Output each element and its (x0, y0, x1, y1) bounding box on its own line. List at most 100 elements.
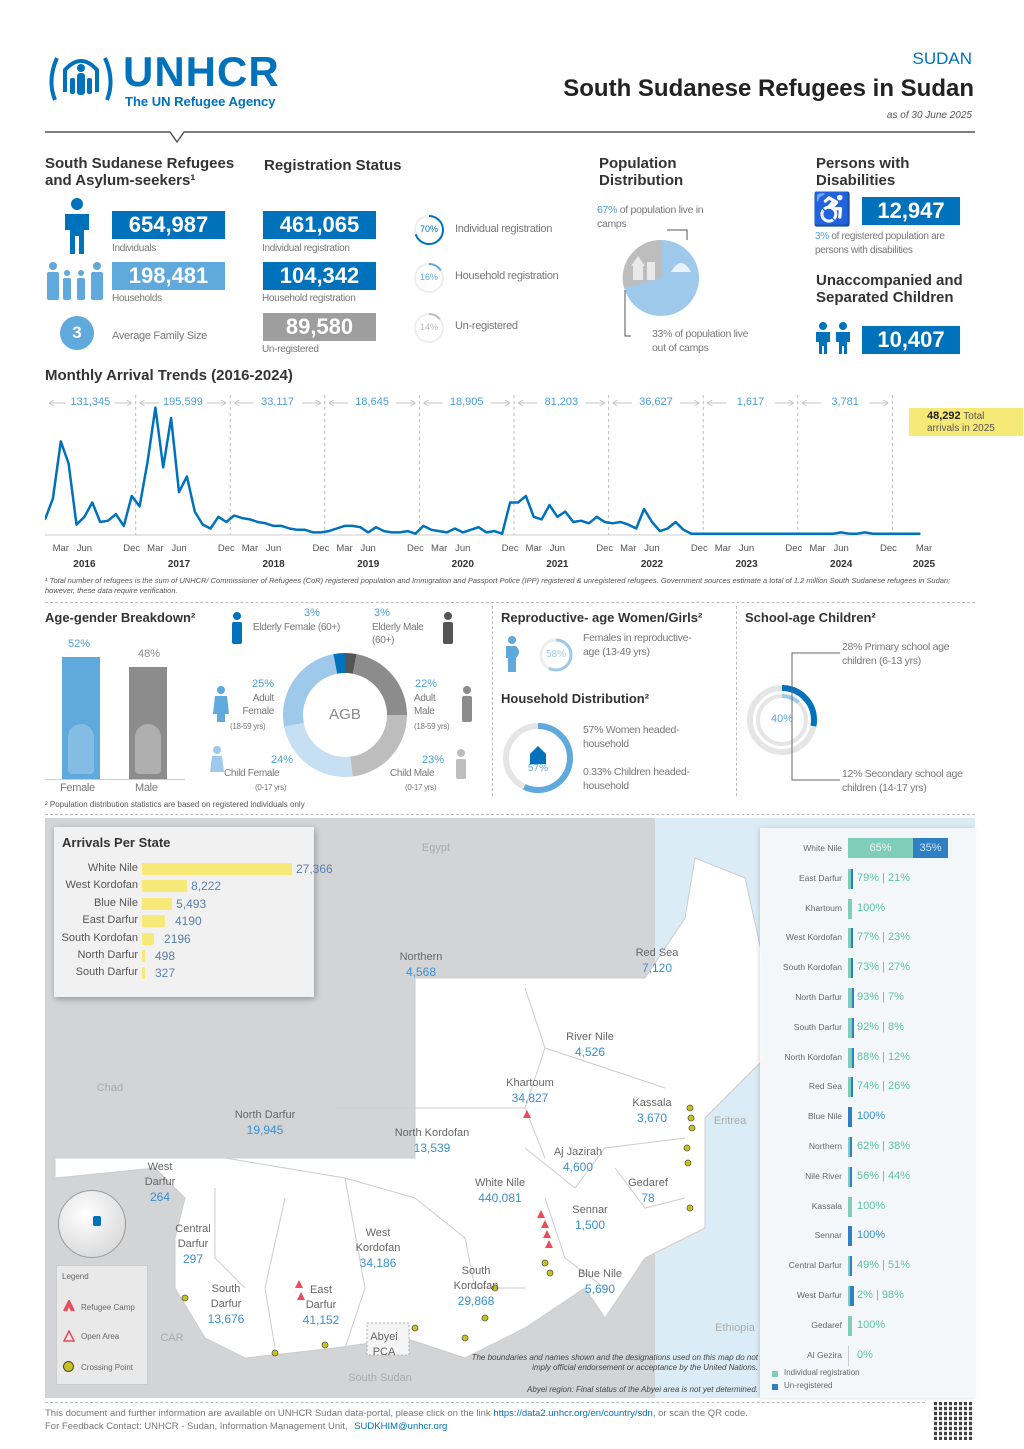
reg-state-pct: 49% | 51% (857, 1259, 911, 1272)
map-state-west-kordofan[interactable]: West Kordofan 34,186 (348, 1226, 408, 1271)
annotation-text: Total arrivals in 2025 (927, 411, 995, 434)
state-name: West Darfur (144, 1161, 176, 1188)
school-connector (791, 652, 840, 781)
map-country-egypt: Egypt (421, 842, 451, 854)
data-point (312, 531, 314, 534)
state-name: East Darfur (305, 1284, 337, 1311)
household-reg-value: 104,342 (263, 262, 376, 290)
map-state-central-darfur[interactable]: Central Darfur 297 (168, 1222, 218, 1267)
x-tick-label: Dec (123, 543, 141, 554)
map-state-khartoum[interactable]: Khartoum 34,827 (502, 1076, 558, 1106)
data-point (422, 525, 425, 527)
elderly-female-icon (232, 612, 242, 644)
data-point (209, 527, 212, 530)
data-point (391, 531, 393, 534)
state-name: Northern (399, 951, 443, 963)
x-tick-label: Mar (147, 543, 164, 554)
data-point (643, 508, 645, 510)
map-state-abyei-pca[interactable]: Abyei PCA (364, 1330, 404, 1360)
data-point (130, 495, 133, 497)
footer-line-2: For Feedback Contact: UNHCR - Sudan, Inf… (45, 1421, 447, 1432)
map-state-south-darfur[interactable]: South Darfur 13,676 (201, 1282, 251, 1327)
reg-bar-unregistered (851, 1017, 854, 1038)
data-point (241, 517, 243, 519)
adult-female-icon (213, 686, 229, 722)
data-point (856, 532, 858, 535)
reg-state-name: Sennar (814, 1230, 842, 1241)
data-point (596, 516, 598, 518)
map-state-gedaref[interactable]: Gedaref 78 (608, 1176, 688, 1206)
year-total-3: 18,645 (348, 396, 397, 408)
aps-category-label: North Darfur (77, 949, 138, 961)
map-state-kassala[interactable]: Kassala 3,670 (612, 1096, 692, 1126)
data-point (52, 497, 54, 500)
data-point (438, 530, 440, 532)
map-state-white-nile[interactable]: White Nile 440,081 (469, 1176, 531, 1206)
pregnant-woman-icon (506, 636, 519, 672)
agb-slice-adult-female (283, 654, 338, 727)
arrivals-line (45, 406, 920, 535)
child-female-icon (210, 746, 224, 772)
reg-state-pct: 88% | 12% (857, 1050, 911, 1063)
data-point (722, 532, 724, 535)
data-point (178, 491, 180, 493)
reg-bar-unregistered (850, 1286, 854, 1306)
data-point (761, 532, 764, 535)
elderly-female-label: Elderly Female (60+) (252, 622, 340, 633)
data-point (919, 532, 921, 535)
map-state-west-darfur[interactable]: West Darfur 264 (138, 1160, 182, 1205)
trend-title: Monthly Arrival Trends (2016-2024) (45, 367, 293, 384)
qr-code[interactable] (934, 1402, 972, 1440)
map-state-sennar[interactable]: Sennar 1,500 (550, 1203, 630, 1233)
year-label: 2017 (167, 559, 191, 570)
data-point (446, 531, 448, 534)
arrow-right-head (883, 399, 889, 407)
arrow-left-head (517, 399, 524, 407)
state-name: Blue Nile (577, 1268, 623, 1280)
state-value: 4,526 (574, 1045, 606, 1059)
reg-state-pct: 100% (857, 1110, 886, 1123)
data-point (816, 532, 819, 535)
map-state-red-sea[interactable]: Red Sea 7,120 (617, 946, 697, 976)
child-male-pct: 23% (422, 754, 445, 766)
state-value: 264 (149, 1190, 171, 1204)
x-tick-label: Dec (217, 543, 235, 554)
data-point (296, 529, 299, 531)
header-divider (45, 131, 975, 144)
individuals-label: Individuals (112, 243, 156, 254)
reg-state-pct: 100% (857, 1229, 886, 1242)
data-point (264, 522, 267, 525)
map-state-aj-jazirah[interactable]: Aj Jazirah 4,600 (549, 1145, 607, 1175)
disabilities-text: 3% of registered population are persons … (815, 230, 975, 258)
reg-state-pct: 62% | 38% (857, 1140, 911, 1152)
feedback-email-link[interactable]: SUDKHIM@unhcr.org (354, 1421, 448, 1432)
unregistered-label: Un-registered (262, 344, 319, 355)
reg-state-row: South Darfur 92% | 8% (760, 1017, 975, 1039)
data-point (540, 518, 543, 521)
data-point (383, 530, 385, 532)
map-state-east-darfur[interactable]: East Darfur 41,152 (298, 1283, 344, 1328)
map-state-river-nile[interactable]: River Nile 4,526 (559, 1030, 621, 1060)
reg-bar-individual (848, 1196, 852, 1217)
agb-slice-child-male (350, 715, 407, 777)
reg-bar-individual (848, 1256, 850, 1277)
reg-state-row: Northern 62% | 38% (760, 1136, 975, 1158)
data-portal-link[interactable]: https://data2.unhcr.org/en/country/sdn (493, 1408, 653, 1419)
map-state-north-darfur[interactable]: North Darfur 19,945 (225, 1108, 305, 1138)
map-state-blue-nile[interactable]: Blue Nile 5,690 (560, 1267, 640, 1297)
year-label: 2018 (262, 559, 285, 570)
data-point (517, 501, 519, 504)
in-camps-desc: of population live in camps (597, 204, 704, 230)
data-point (99, 521, 101, 523)
map-state-northern[interactable]: Northern 4,568 (381, 950, 461, 980)
data-point (335, 527, 338, 530)
aps-category-label: White Nile (87, 862, 138, 874)
aps-category-label: East Darfur (82, 914, 138, 927)
aps-bar (142, 880, 188, 893)
map-state-south-kordofan[interactable]: South Kordofan 29,868 (446, 1264, 506, 1309)
data-point (115, 513, 117, 515)
house-icon (631, 256, 655, 280)
map-state-north-kordofan[interactable]: North Kordofan 13,539 (386, 1126, 478, 1156)
data-point (548, 504, 551, 506)
state-value: 78 (641, 1191, 655, 1205)
